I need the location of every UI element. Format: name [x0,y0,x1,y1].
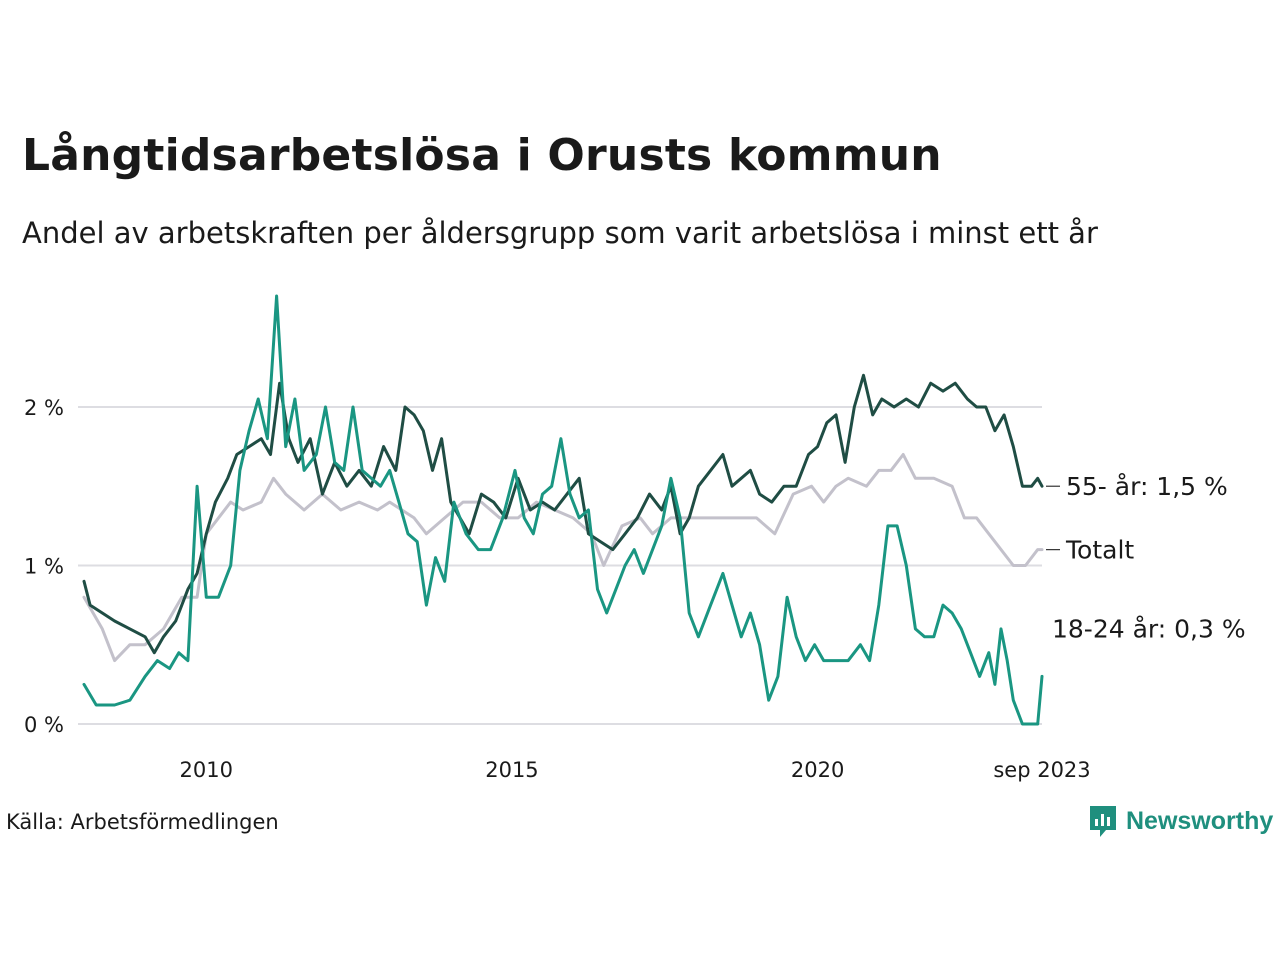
series-end-label: 18-24 år: 0,3 % [1052,614,1246,643]
source-note: Källa: Arbetsförmedlingen [6,810,279,834]
y-tick-label: 1 % [24,554,64,578]
x-tick-label: sep 2023 [993,758,1090,782]
x-tick-label: 2010 [180,758,233,782]
series-labels: Totalt 55- år: 1,5 % 18-24 år: 0,3 % [1046,472,1246,643]
series-lines [82,294,1044,726]
chart-title: Långtidsarbetslösa i Orusts kommun [22,130,942,181]
y-tick-label: 2 % [24,396,64,420]
x-tick-label: 2020 [791,758,844,782]
series-end-label: Totalt [1065,536,1134,565]
newsworthy-logo[interactable]: Newsworthy [1088,804,1273,838]
series-end-label: 55- år: 1,5 % [1066,472,1228,501]
newsworthy-logo-icon [1090,806,1116,837]
series-line-1 [82,373,1044,655]
grid-lines [78,405,1042,725]
y-tick-label: 0 % [24,713,64,737]
x-axis-ticks: 2010 2015 2020 sep 2023 [180,758,1091,782]
logo-text: Newsworthy [1126,806,1274,835]
x-tick-label: 2015 [485,758,538,782]
chart-subtitle: Andel av arbetskraften per åldersgrupp s… [22,216,1098,250]
series-line-2 [82,294,1044,726]
series-line-0 [82,453,1044,663]
y-axis-ticks: 0 % 1 % 2 % [24,396,64,737]
